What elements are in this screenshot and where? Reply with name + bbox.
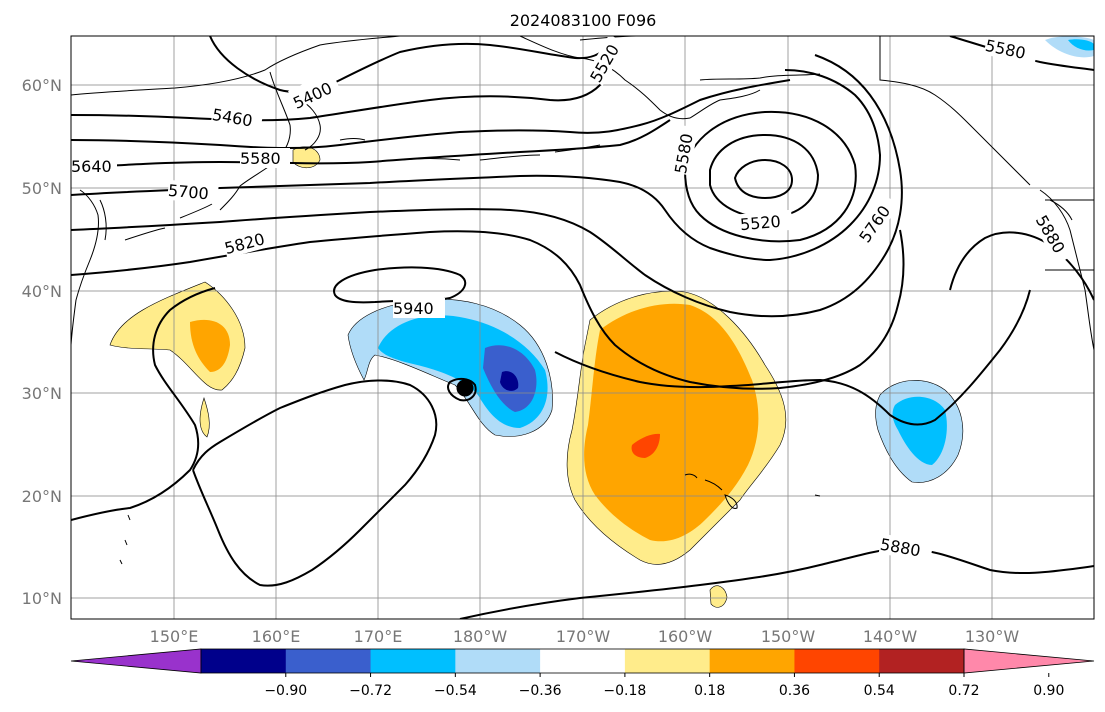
colorbar-segment (709, 649, 795, 673)
lon-label: 170°W (556, 627, 611, 646)
figure-title: 2024083100 F096 (510, 11, 657, 30)
lat-label: 20°N (22, 487, 62, 506)
colorbar-outline (200, 648, 965, 674)
contour-label: 5940 (393, 299, 434, 318)
anomaly-negative-central-core (500, 371, 519, 391)
colorbar-tick-label: 0.90 (1033, 683, 1064, 699)
colorbar-tick-label: −0.72 (349, 683, 392, 699)
lon-label: 140°W (863, 627, 918, 646)
colorbar-tick-label: 0.54 (864, 683, 895, 699)
colorbar-tick-label: 0.36 (779, 683, 810, 699)
lon-label: 150°W (761, 627, 816, 646)
anomaly-positive-central-mid (584, 303, 759, 542)
colorbar-segment (455, 649, 541, 673)
colorbar-extension-low (70, 648, 202, 674)
colorbar-segment (201, 649, 287, 673)
colorbar: −0.90 −0.72 −0.54 −0.36 −0.18 0.18 0.36 0.54 0.7… (70, 648, 1095, 699)
lat-label: 50°N (22, 179, 62, 198)
lon-label: 160°W (658, 627, 713, 646)
height-contours (71, 36, 1094, 619)
colorbar-tick-label: −0.54 (434, 683, 477, 699)
anomaly-negative-east-core (892, 396, 947, 465)
lon-label: 170°E (354, 627, 403, 646)
colorbar-tick-label: −0.36 (519, 683, 562, 699)
lat-label: 30°N (22, 384, 62, 403)
lon-label: 150°E (150, 627, 199, 646)
longitude-labels: 150°E 160°E 170°E 180°W 170°W 160°W 150°… (150, 627, 1020, 646)
colorbar-segment (624, 649, 711, 673)
anomaly-positive-south (709, 585, 728, 608)
colorbar-tick-label: −0.18 (603, 683, 646, 699)
anomaly-positive-west-core (190, 319, 230, 372)
map-area: 5400 5460 5520 5580 5640 5700 5820 5940 … (71, 36, 1094, 619)
colorbar-segment (540, 649, 626, 673)
anomaly-positive-small (199, 397, 210, 438)
colorbar-segment (370, 649, 456, 673)
colorbar-segment (285, 649, 372, 673)
lon-label: 160°E (252, 627, 301, 646)
latitude-labels: 60°N 50°N 40°N 30°N 20°N 10°N (22, 76, 62, 608)
anomaly-positive-central-core (631, 433, 660, 458)
colorbar-tick-label: −0.90 (264, 683, 307, 699)
lon-label: 180°W (453, 627, 508, 646)
colorbar-tick-label: 0.18 (694, 683, 725, 699)
graticule (71, 36, 1094, 619)
colorbar-segment (879, 649, 965, 673)
colorbar-tick-label: 0.72 (948, 683, 979, 699)
map-frame (70, 35, 1095, 620)
contour-label: 5700 (167, 181, 209, 203)
lat-label: 60°N (22, 76, 62, 95)
lat-label: 10°N (22, 589, 62, 608)
low-center-marker (456, 379, 474, 397)
contour-label: 5580 (240, 149, 281, 168)
lon-label: 130°W (965, 627, 1020, 646)
lat-label: 40°N (22, 282, 62, 301)
contour-label: 5520 (739, 212, 781, 234)
colorbar-extension-high (963, 648, 1095, 674)
colorbar-segment (794, 649, 880, 673)
contour-label: 5640 (71, 157, 112, 176)
